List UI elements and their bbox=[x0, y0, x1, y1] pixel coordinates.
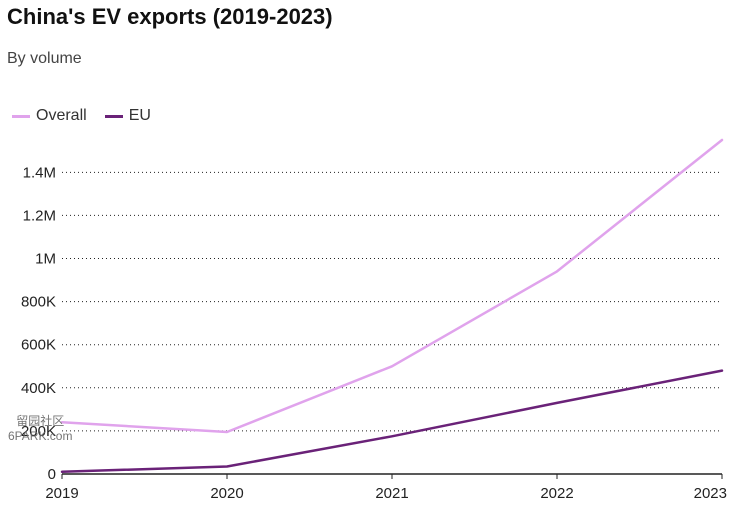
chart-subtitle: By volume bbox=[7, 50, 82, 67]
x-tick-label: 2021 bbox=[375, 485, 408, 502]
y-tick-label: 1.4M bbox=[23, 164, 56, 181]
y-tick-label: 800K bbox=[21, 294, 56, 311]
legend-swatch-eu bbox=[104, 114, 123, 118]
series-line-eu bbox=[60, 369, 724, 474]
y-tick-label: 1.2M bbox=[23, 207, 56, 224]
legend: Overall EU bbox=[12, 107, 169, 125]
y-tick-label: 400K bbox=[21, 380, 56, 397]
watermark-line-1: 留园社区 bbox=[16, 414, 65, 428]
y-tick-label: 1M bbox=[35, 251, 56, 268]
legend-label-overall: Overall bbox=[36, 107, 87, 124]
series-line-overall bbox=[60, 138, 724, 434]
watermark: 留园社区 6PARK.com bbox=[8, 414, 72, 444]
legend-item-overall: Overall bbox=[12, 107, 87, 125]
x-tick-label: 2023 bbox=[694, 485, 727, 502]
y-tick-label: 200K bbox=[21, 423, 56, 440]
legend-swatch-overall bbox=[12, 114, 30, 118]
y-tick-label: 0 bbox=[48, 466, 56, 483]
y-tick-label: 600K bbox=[21, 337, 56, 354]
x-axis: 2019 2020 2021 2022 2023 bbox=[45, 473, 727, 502]
legend-item-eu: EU bbox=[104, 107, 151, 125]
gridlines bbox=[62, 171, 722, 432]
series-lines bbox=[60, 138, 724, 474]
y-axis-ticks: 0 200K 400K 600K 800K 1M 1.2M 1.4M bbox=[21, 164, 56, 483]
x-tick-label: 2020 bbox=[210, 485, 243, 502]
legend-label-eu: EU bbox=[128, 107, 151, 124]
x-tick-label: 2022 bbox=[540, 485, 573, 502]
watermark-line-2: 6PARK.com bbox=[8, 429, 73, 443]
x-tick-label: 2019 bbox=[45, 485, 78, 502]
chart-title: China's EV exports (2019-2023) bbox=[7, 4, 333, 29]
